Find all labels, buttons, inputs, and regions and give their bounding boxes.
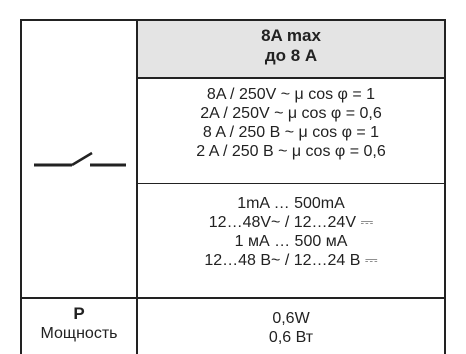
ac-rating-line: 8A / 250V ~ μ cos φ = 1 xyxy=(206,86,376,103)
header-cell: 8A max до 8 A xyxy=(138,21,444,79)
header-max-current-en: 8A max xyxy=(261,26,321,45)
dc-rating-line: 1mA … 500mA xyxy=(237,195,345,212)
power-values: 0,6W 0,6 Вт xyxy=(138,309,444,347)
spec-table: 8A max до 8 A 8A / 250V ~ μ cos φ = 1 2A… xyxy=(20,19,446,354)
row-divider xyxy=(22,297,444,299)
ac-ratings: 8A / 250V ~ μ cos φ = 1 2A / 250V ~ μ co… xyxy=(138,85,444,161)
dc-rating-line: 12…48V~ / 12…24V ⎓ xyxy=(208,214,374,231)
power-word-label: Мощность xyxy=(40,325,118,342)
ac-rating-line: 8 A / 250 В ~ μ cos φ = 1 xyxy=(202,124,380,141)
power-value-line: 0,6W xyxy=(272,310,310,327)
ac-rating-line: 2A / 250V ~ μ cos φ = 0,6 xyxy=(200,105,382,122)
column-divider xyxy=(136,21,138,354)
dc-rating-line: 1 мА … 500 мА xyxy=(234,233,348,250)
power-symbol-label: P xyxy=(73,304,85,323)
dc-rating-line: 12…48 В~ / 12…24 В ⎓ xyxy=(204,252,378,269)
switch-symbol-icon xyxy=(34,151,126,167)
ac-rating-line: 2 A / 250 В ~ μ cos φ = 0,6 xyxy=(196,143,386,160)
dc-ratings: 1mA … 500mA 12…48V~ / 12…24V ⎓ 1 мА … 50… xyxy=(138,194,444,270)
ratings-divider xyxy=(138,183,444,184)
power-label: P Мощность xyxy=(22,304,136,343)
power-value-line: 0,6 Вт xyxy=(268,329,314,346)
header-max-current-ru: до 8 A xyxy=(264,46,318,65)
